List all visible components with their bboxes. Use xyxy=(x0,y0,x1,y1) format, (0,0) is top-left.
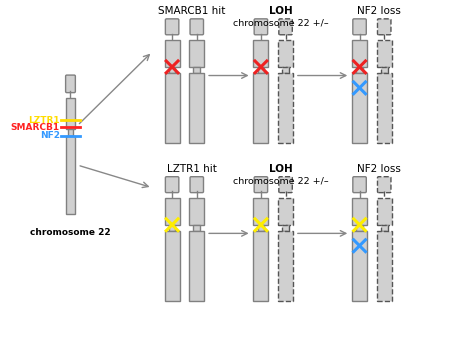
Bar xyxy=(190,231,204,301)
Bar xyxy=(164,40,180,67)
Text: LZTR1: LZTR1 xyxy=(28,116,60,125)
Bar xyxy=(257,225,264,231)
Bar xyxy=(190,198,204,225)
Bar xyxy=(377,231,392,301)
Bar xyxy=(254,40,268,67)
Bar xyxy=(193,225,200,231)
Bar xyxy=(381,225,388,231)
Bar xyxy=(169,67,175,73)
Text: NF2 loss: NF2 loss xyxy=(357,164,401,174)
Bar xyxy=(65,98,75,129)
Bar xyxy=(164,73,180,143)
Bar xyxy=(381,67,388,73)
FancyBboxPatch shape xyxy=(165,19,179,35)
FancyBboxPatch shape xyxy=(279,177,292,193)
Bar xyxy=(282,225,289,231)
Bar xyxy=(282,67,289,73)
Bar xyxy=(164,198,180,225)
Bar xyxy=(352,231,367,301)
FancyBboxPatch shape xyxy=(377,19,391,35)
FancyBboxPatch shape xyxy=(65,75,75,93)
Bar xyxy=(278,231,293,301)
Text: LOH: LOH xyxy=(269,6,292,16)
Bar xyxy=(254,73,268,143)
Bar xyxy=(164,231,180,301)
FancyBboxPatch shape xyxy=(353,177,366,193)
FancyBboxPatch shape xyxy=(279,19,292,35)
Bar xyxy=(352,40,367,67)
Bar xyxy=(278,73,293,143)
Bar xyxy=(254,231,268,301)
Text: NF2 loss: NF2 loss xyxy=(357,6,401,16)
FancyBboxPatch shape xyxy=(190,19,203,35)
Bar xyxy=(356,225,363,231)
FancyBboxPatch shape xyxy=(254,177,268,193)
Bar xyxy=(254,198,268,225)
Text: SMARCB1 hit: SMARCB1 hit xyxy=(158,6,226,16)
FancyBboxPatch shape xyxy=(165,177,179,193)
FancyBboxPatch shape xyxy=(377,177,391,193)
Text: chromosome 22 +/–: chromosome 22 +/– xyxy=(233,19,328,28)
Bar xyxy=(356,67,363,73)
Text: chromosome 22 +/–: chromosome 22 +/– xyxy=(233,177,328,186)
FancyBboxPatch shape xyxy=(190,177,203,193)
Bar xyxy=(278,198,293,225)
Text: chromosome 22: chromosome 22 xyxy=(30,228,111,237)
Bar xyxy=(278,40,293,67)
FancyBboxPatch shape xyxy=(254,19,268,35)
Bar xyxy=(190,73,204,143)
FancyBboxPatch shape xyxy=(353,19,366,35)
Bar xyxy=(257,67,264,73)
Bar xyxy=(377,40,392,67)
Bar xyxy=(65,136,75,214)
Text: LOH: LOH xyxy=(269,164,292,174)
Bar xyxy=(190,40,204,67)
Bar xyxy=(352,198,367,225)
Text: SMARCB1: SMARCB1 xyxy=(10,123,60,132)
Bar xyxy=(352,73,367,143)
Bar xyxy=(68,129,73,136)
Bar xyxy=(377,198,392,225)
Text: LZTR1 hit: LZTR1 hit xyxy=(167,164,217,174)
Bar xyxy=(193,67,200,73)
Bar xyxy=(169,225,175,231)
Bar xyxy=(377,73,392,143)
Text: NF2: NF2 xyxy=(40,131,60,140)
